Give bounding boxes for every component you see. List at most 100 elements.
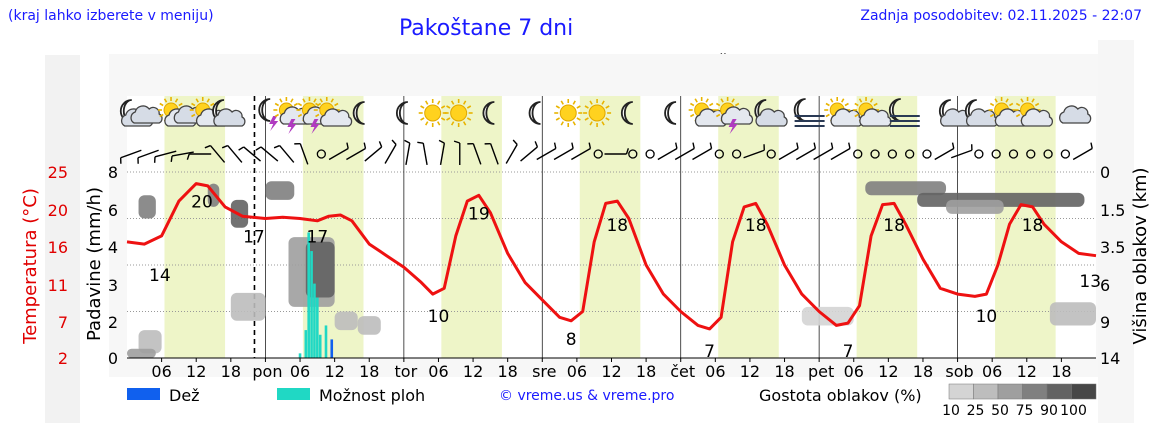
wind-barb <box>170 151 194 162</box>
temperature-label: 19 <box>468 204 490 224</box>
sun-ray <box>163 98 168 103</box>
sun-ray <box>601 100 605 105</box>
sun-ray <box>694 98 698 103</box>
cloud-density-label: 50 <box>991 403 1009 419</box>
sun-ray <box>690 113 695 118</box>
sun-ray <box>873 102 878 107</box>
wind-feather <box>951 142 955 149</box>
wind-feather <box>1090 142 1093 149</box>
x-tick-label: 06 <box>705 362 725 381</box>
x-tick-label: 12 <box>324 362 344 381</box>
temperature-label: 17 <box>243 228 265 248</box>
temperature-label: 7 <box>843 342 854 362</box>
cloud-block <box>946 199 1004 214</box>
cloud-height-tick-label: 1.5 <box>1100 201 1125 220</box>
moon-fog-icon <box>793 98 825 127</box>
cloud-shape <box>213 108 246 127</box>
cloud-density-swatch <box>1022 383 1048 400</box>
cloud-height-tick-label: 14 <box>1100 349 1120 368</box>
wind-barb <box>153 150 177 163</box>
precip-tick-label: 4 <box>108 238 118 257</box>
sun-ray <box>989 102 995 107</box>
wind-shaft <box>553 147 574 161</box>
wind-shaft <box>505 144 518 164</box>
sun-ray <box>576 105 581 109</box>
sun-ray <box>446 105 451 109</box>
sun-ray <box>334 102 339 107</box>
wind-barb <box>364 141 383 162</box>
wind-shaft <box>1072 147 1093 161</box>
sun-ray <box>844 102 849 107</box>
sun-ray <box>605 117 610 121</box>
cloud-density-label: 90 <box>1040 403 1058 419</box>
cloud-block <box>357 316 381 335</box>
sun-ray <box>830 98 834 103</box>
legend-rain-swatch <box>127 388 160 400</box>
temperature-label: 10 <box>428 307 450 327</box>
wind-feather <box>221 144 229 149</box>
wind-feather <box>813 142 817 149</box>
wind-barb <box>520 141 539 162</box>
shower-chance-bar <box>324 325 328 358</box>
moon-crescent <box>482 101 495 125</box>
sun-ray <box>715 102 721 107</box>
moon-cloud-icon <box>754 99 788 127</box>
wind-shaft <box>813 147 834 161</box>
sun-ray <box>462 100 467 105</box>
cloud-height-tick-label: 0 <box>1100 163 1110 182</box>
sun-cloud-icon <box>824 97 863 127</box>
temperature-tick-label: 25 <box>48 163 68 182</box>
wind-shaft <box>520 146 538 162</box>
x-tick-label: pon <box>252 362 282 381</box>
wind-calm-marker <box>316 149 326 159</box>
wind-shaft <box>439 143 446 165</box>
wind-shaft <box>934 147 955 161</box>
cloud-height-tick-label: 9 <box>1100 313 1110 332</box>
wind-calm-marker <box>645 149 655 159</box>
moon-icon <box>482 101 495 125</box>
wind-barb <box>417 141 428 165</box>
wind-barb <box>467 142 482 165</box>
sun-disc <box>424 104 442 122</box>
precip-tick-label: 8 <box>108 163 118 182</box>
wind-shaft <box>154 150 177 158</box>
wind-feather <box>675 142 678 149</box>
wind-feather <box>848 142 851 149</box>
cloud-density-swatch <box>973 383 999 400</box>
sun-ray <box>462 121 467 126</box>
sun-ray <box>440 105 446 109</box>
wind-shaft <box>489 143 499 165</box>
cloud-block <box>801 306 854 326</box>
temperature-line <box>126 182 1097 331</box>
copyright-link[interactable]: © vreme.us & vreme.pro <box>499 388 675 404</box>
wind-feather <box>363 142 367 149</box>
cloud-shape <box>319 108 353 127</box>
wind-feather <box>391 139 397 145</box>
sun-ray <box>315 102 320 107</box>
sun-ray <box>210 102 215 107</box>
moon-storm-icon <box>258 98 279 131</box>
temperature-tick-label: 7 <box>58 313 68 332</box>
wind-feather <box>553 142 557 149</box>
x-tick-label: 18 <box>221 362 241 381</box>
cloud-density-label: 75 <box>1016 403 1034 419</box>
x-tick-label: 18 <box>774 362 794 381</box>
moon-crescent <box>396 101 408 125</box>
last-updated: Zadnja posodobitev: 02.11.2025 - 22:07 <box>860 8 1142 24</box>
sun-ray <box>825 113 830 118</box>
temperature-label: 8 <box>566 330 577 350</box>
sun-cloud-icon <box>988 97 1028 127</box>
cloud-density-swatch <box>948 383 974 400</box>
x-tick-label: 12 <box>601 362 621 381</box>
rain-bar <box>330 339 334 358</box>
location-hint[interactable]: (kraj lahko izberete v meniju) <box>8 8 214 24</box>
sun-ray <box>466 105 472 109</box>
wind-shaft <box>364 146 383 162</box>
cloud-shape <box>720 106 754 125</box>
sun-icon <box>583 99 612 127</box>
wind-calm-marker <box>1060 149 1071 159</box>
wind-feather <box>709 142 713 149</box>
sun-storm-icon <box>714 97 754 134</box>
shower-chance-bar <box>307 232 310 358</box>
